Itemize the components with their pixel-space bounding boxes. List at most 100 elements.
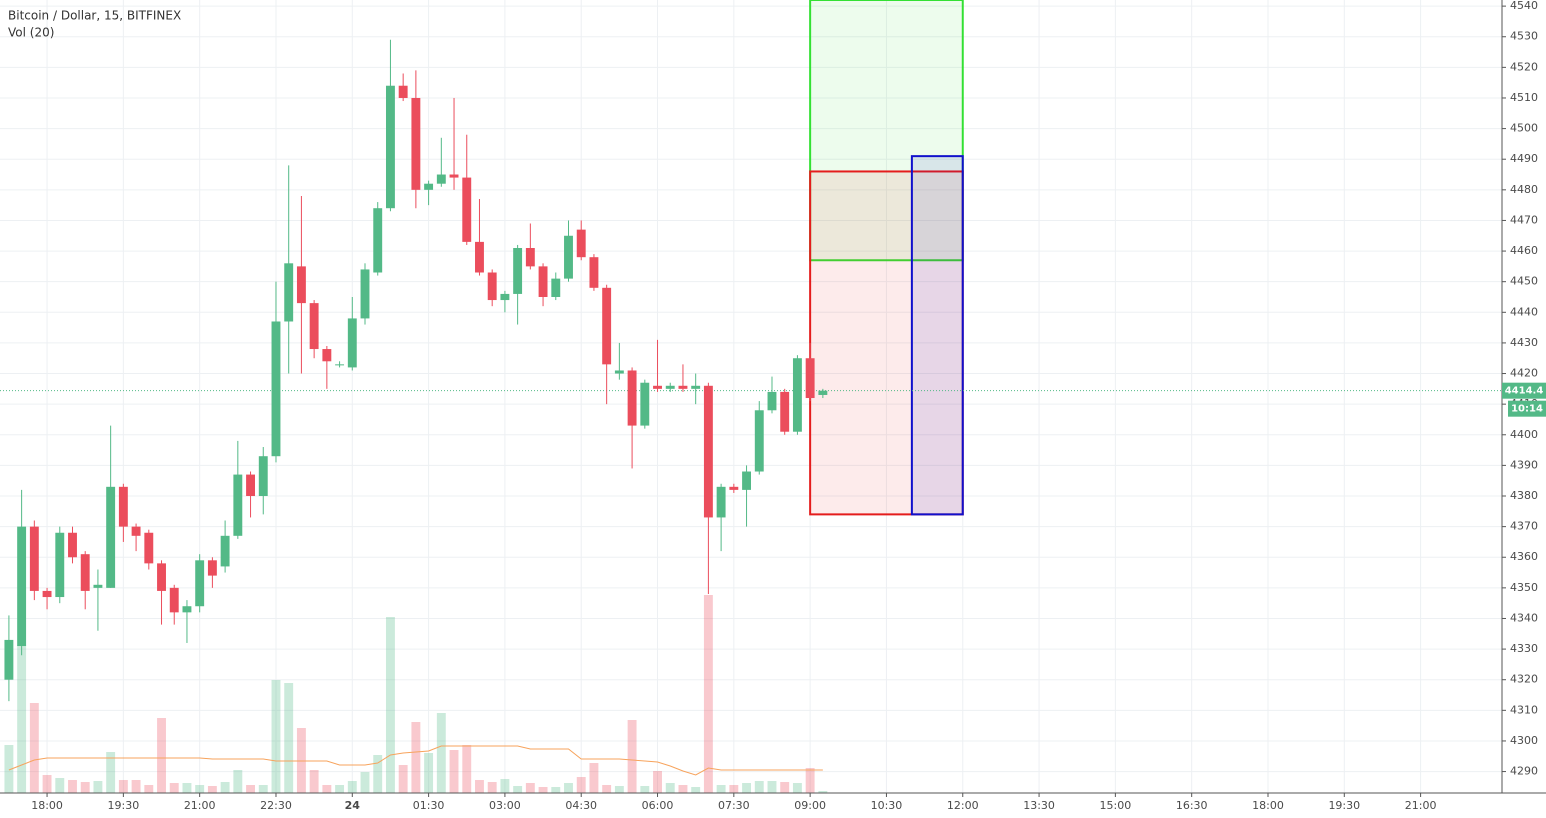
candle-body [309,303,319,350]
volume-bar [691,787,701,793]
volume-bar [17,645,27,793]
candle-body [500,293,510,301]
candle-body [42,590,52,598]
volume-bar [754,781,764,793]
volume-bar [640,786,650,793]
candle-body [703,385,713,518]
volume-bar [246,785,255,793]
volume-bar [576,777,586,793]
volume-bar [487,782,497,793]
x-tick-label: 01:30 [413,799,445,812]
candle-body [729,486,739,490]
x-tick-label: 03:00 [489,799,521,812]
grid [0,0,1502,793]
y-tick-label: 4360 [1510,550,1538,563]
y-tick-label: 4300 [1510,734,1538,747]
candle-body [296,266,306,304]
candle-body [436,174,446,184]
candle-body [551,278,561,297]
candle-body [754,410,764,472]
volume-bar [284,683,294,793]
volume-bar [678,785,688,793]
candle-body [462,177,472,242]
y-tick-label: 4520 [1510,60,1538,73]
volume-bar [411,722,421,793]
candle-body [424,183,434,190]
volume-bar [716,785,726,793]
volume-bar [614,786,624,793]
y-tick-label: 4430 [1510,336,1538,349]
y-tick-label: 4490 [1510,152,1538,165]
candle-body [4,639,14,680]
volume-bar [538,787,548,793]
chart-title: Bitcoin / Dollar, 15, BITFINEX [8,9,181,23]
volume-bar [93,781,103,793]
candles [0,39,1502,702]
volume-bar [80,782,90,793]
volume-label: Vol (20) [8,26,54,40]
volume-bar [436,713,446,793]
candle-body [792,358,802,432]
candle-body [538,266,548,297]
y-tick-label: 4370 [1510,520,1538,533]
volume-bar [42,775,52,793]
y-tick-label: 4400 [1510,428,1538,441]
volume-bar [271,680,281,793]
volume-bar [258,785,268,793]
y-tick-label: 4350 [1510,581,1538,594]
candle-body [818,390,828,395]
volume-bar [157,718,166,793]
candle-body [68,532,77,558]
volume-bar [360,772,370,793]
y-tick-label: 4290 [1510,765,1538,778]
candle-body [678,385,688,389]
volume-bar [182,783,192,793]
candle-body [475,241,484,273]
volume-bar [131,780,141,793]
candle-body [131,526,141,536]
drawing-box [809,0,964,262]
x-tick-label: 19:30 [1328,799,1360,812]
candle-body [157,563,166,591]
last-price-label: 4414.4 [1505,386,1544,397]
volume-bar [144,785,154,793]
candle-body [118,486,128,527]
candle-body [805,358,815,399]
y-tick-label: 4500 [1510,122,1538,135]
candle-body [144,532,154,564]
volume-bar [525,783,535,793]
candle-body [564,235,573,279]
candle-body [169,587,179,613]
volume-bar [551,787,561,793]
volume-bar [29,703,39,793]
volume-bar [4,745,14,793]
axes: 4290 4300 4310 4320 4330 4340 4350 4360 4370 4380… [31,0,1546,812]
candle-body [207,560,217,576]
volume-bar [627,720,637,793]
candle-body [271,321,281,457]
x-tick-label: 19:30 [108,799,140,812]
candle-body [182,606,192,613]
volume-bar [207,786,217,793]
y-tick-label: 4320 [1510,673,1538,686]
volume-bar [424,753,434,793]
y-tick-label: 4530 [1510,30,1538,43]
candle-body [767,391,777,411]
x-tick-label: 12:00 [947,799,979,812]
drawing-box [910,155,964,516]
candle-body [449,174,459,178]
volume-ma-line [8,745,823,776]
y-tick-label: 4460 [1510,244,1538,257]
candle-body [411,97,421,190]
candle-body [220,535,230,567]
x-tick-label: 18:00 [31,799,63,812]
candle-body [385,85,395,209]
candle-body [780,391,790,432]
y-tick-label: 4440 [1510,305,1538,318]
candle-body [335,364,345,366]
y-tick-label: 4510 [1510,91,1538,104]
candle-body [525,248,535,267]
volume-pane [4,595,828,793]
candle-body [742,471,751,490]
